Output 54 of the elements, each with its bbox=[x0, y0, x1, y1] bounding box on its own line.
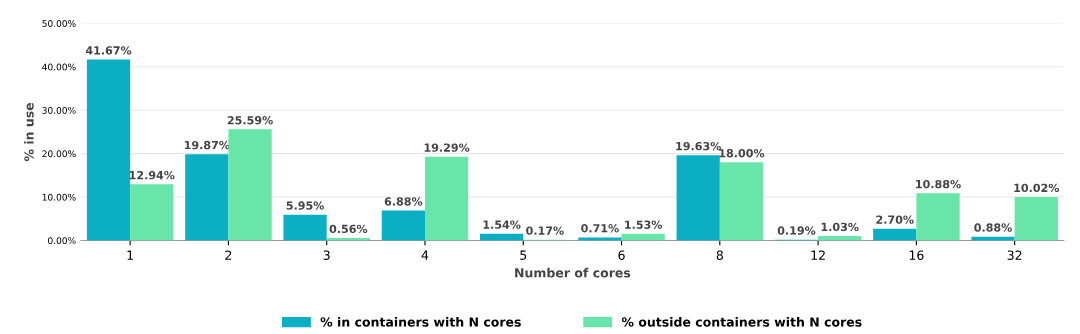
bar bbox=[228, 129, 272, 241]
data-label: 5.95% bbox=[286, 201, 324, 210]
y-tick-label: 40.00% bbox=[42, 63, 76, 71]
y-tick-label: 50.00% bbox=[42, 20, 76, 27]
bar bbox=[130, 184, 174, 241]
data-label: 19.87% bbox=[184, 140, 230, 150]
data-label: 0.88% bbox=[974, 223, 1012, 232]
x-tick-label: 16 bbox=[909, 250, 924, 260]
bar bbox=[676, 155, 720, 241]
bar bbox=[916, 193, 960, 241]
x-tick-label: 8 bbox=[716, 250, 723, 260]
x-tick-label: 5 bbox=[520, 250, 527, 260]
x-tick-label: 4 bbox=[421, 250, 429, 260]
x-tick-label: 12 bbox=[811, 250, 825, 260]
bar bbox=[381, 210, 425, 241]
x-axis-title: Number of cores bbox=[515, 267, 631, 278]
data-label: 6.88% bbox=[384, 197, 423, 206]
data-label: 41.67% bbox=[85, 46, 132, 55]
data-label: 0.71% bbox=[581, 224, 619, 233]
data-label: 0.17% bbox=[526, 226, 564, 235]
y-tick-label: 0.00% bbox=[48, 237, 76, 245]
bar bbox=[185, 154, 229, 241]
data-label: 18.00% bbox=[719, 148, 765, 158]
data-label: 19.63% bbox=[676, 141, 721, 151]
x-tick-label: 6 bbox=[618, 250, 625, 260]
data-label: 0.56% bbox=[329, 224, 368, 234]
bar bbox=[578, 237, 622, 241]
bar bbox=[873, 228, 917, 241]
legend-label: % in containers with N cores bbox=[320, 317, 521, 327]
y-tick-label: 30.00% bbox=[42, 106, 76, 114]
data-label: 25.59% bbox=[227, 116, 273, 125]
bar bbox=[424, 156, 469, 241]
x-tick-label: 3 bbox=[323, 250, 330, 260]
bar bbox=[86, 59, 131, 241]
data-label: 0.19% bbox=[777, 226, 816, 235]
data-label: 2.70% bbox=[876, 215, 914, 224]
y-tick-label: 20.00% bbox=[42, 150, 76, 158]
bar bbox=[621, 233, 665, 241]
data-label: 1.53% bbox=[625, 220, 663, 229]
data-label: 1.03% bbox=[821, 222, 859, 232]
x-tick-label: 32 bbox=[1007, 250, 1022, 260]
bar bbox=[283, 214, 327, 241]
y-tick-label: 10.00% bbox=[42, 193, 76, 201]
bar bbox=[1014, 196, 1058, 241]
legend-label: % outside containers with N cores bbox=[621, 317, 862, 327]
x-tick-label: 1 bbox=[127, 250, 133, 260]
bar bbox=[719, 162, 764, 241]
data-label: 10.88% bbox=[916, 179, 961, 189]
x-tick-label: 2 bbox=[225, 250, 232, 260]
data-label: 1.54% bbox=[483, 220, 521, 229]
data-label: 12.94% bbox=[129, 170, 175, 180]
data-label: 10.02% bbox=[1014, 183, 1060, 193]
data-label: 19.29% bbox=[424, 143, 470, 152]
y-axis-title: % in use bbox=[24, 102, 34, 162]
